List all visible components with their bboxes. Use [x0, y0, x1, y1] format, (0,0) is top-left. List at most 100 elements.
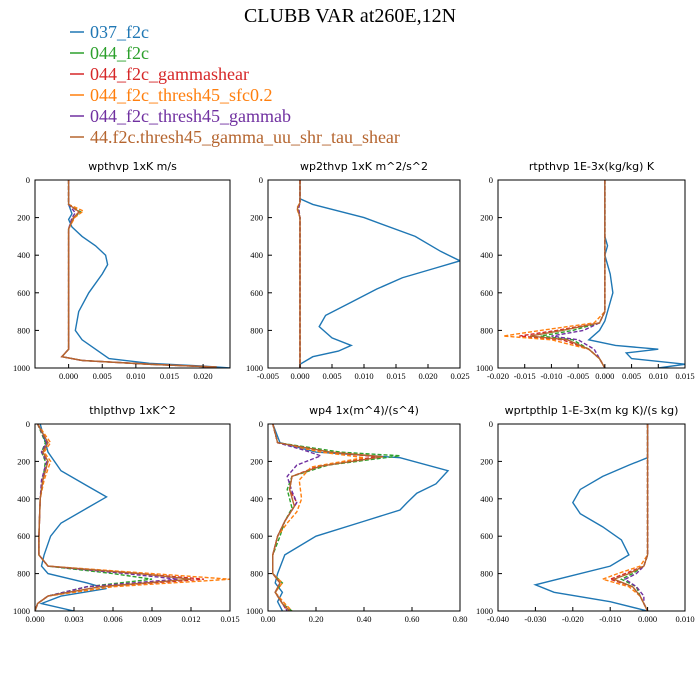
series-line [35, 424, 179, 611]
x-tick-label: 0.015 [386, 371, 405, 381]
panel-title: wp2thvp 1xK m^2/s^2 [300, 160, 428, 173]
legend-label: 044_f2c_gammashear [90, 64, 249, 84]
panel-title: wprtpthlp 1-E-3x(m kg K)/(s kg) [505, 404, 679, 417]
panel: wprtpthlp 1-E-3x(m kg K)/(s kg) 0 200 400 60… [476, 404, 695, 624]
x-tick-label: -0.010 [599, 614, 621, 624]
y-tick-label: 600 [17, 288, 30, 298]
x-tick-label: -0.020 [562, 614, 584, 624]
series-line [529, 180, 606, 368]
x-tick-label: -0.030 [524, 614, 546, 624]
y-tick-label: 0 [26, 175, 30, 185]
series-line [60, 180, 217, 368]
y-tick-label: 600 [480, 531, 493, 541]
x-tick-label: 0.003 [64, 614, 83, 624]
series-line [533, 424, 649, 611]
legend-label: 044_f2c_thresh45_gammab [90, 106, 291, 126]
y-tick-label: 1000 [246, 606, 263, 616]
y-tick-label: 800 [17, 569, 30, 579]
plot-frame [497, 423, 686, 612]
x-tick-label: 0.015 [675, 371, 694, 381]
series-line [60, 180, 217, 368]
series-line [619, 424, 649, 611]
chart-title: CLUBB VAR at260E,12N [244, 5, 456, 27]
y-tick-label: 200 [250, 456, 263, 466]
series-line [272, 424, 401, 611]
legend-item: 044_f2c_thresh45_sfc0.2 [70, 85, 272, 105]
y-tick-label: 600 [480, 288, 493, 298]
x-tick-label: -0.010 [540, 371, 562, 381]
x-tick-label: -0.015 [514, 371, 536, 381]
legend-item: 044_f2c [70, 43, 149, 63]
x-tick-label: 0.005 [322, 371, 341, 381]
plot-frame [267, 423, 461, 612]
series-line [35, 424, 192, 611]
y-tick-label: 200 [17, 213, 30, 223]
x-tick-label: 0.025 [450, 371, 469, 381]
x-tick-label: -0.040 [487, 614, 509, 624]
y-tick-label: 200 [480, 213, 493, 223]
series-line [272, 424, 450, 611]
y-tick-label: 200 [250, 213, 263, 223]
y-tick-label: 1000 [13, 606, 30, 616]
y-tick-label: 400 [250, 250, 263, 260]
panel-series [272, 424, 450, 611]
y-tick-label: 800 [17, 325, 30, 335]
y-tick-label: 600 [17, 531, 30, 541]
y-tick-label: 0 [489, 419, 493, 429]
x-tick-label: 0.000 [59, 371, 78, 381]
x-tick-label: 0.020 [194, 371, 213, 381]
panel: rtpthvp 1E-3x(kg/kg) K 0 200 400 600 800 1000 -… [476, 160, 695, 381]
plot-frame [497, 179, 686, 369]
legend-item: 044_f2c_gammashear [70, 64, 249, 84]
y-tick-label: 400 [480, 494, 493, 504]
y-tick-label: 1000 [476, 363, 493, 373]
y-tick-label: 400 [250, 494, 263, 504]
panel-title: thlpthvp 1xK^2 [89, 404, 176, 417]
panel-title: wpthvp 1xK m/s [88, 160, 177, 173]
x-tick-label: 0.012 [181, 614, 200, 624]
series-line [540, 180, 606, 368]
x-tick-label: 0.80 [453, 614, 468, 624]
x-tick-label: 0.010 [354, 371, 373, 381]
y-tick-label: 800 [250, 569, 263, 579]
panel-series [533, 424, 649, 611]
panel-series [35, 424, 230, 611]
plot-frame [34, 179, 231, 369]
plot-frame [34, 423, 231, 612]
series-line [39, 424, 108, 611]
legend-label: 037_f2c [90, 22, 149, 42]
x-tick-label: -0.005 [567, 371, 589, 381]
panel: wp2thvp 1xK m^2/s^2 0 200 400 600 800 1000-0.0… [246, 160, 470, 381]
panel-title: rtpthvp 1E-3x(kg/kg) K [529, 160, 655, 173]
legend-label: 044_f2c_thresh45_sfc0.2 [90, 85, 272, 105]
legend-label: 044_f2c [90, 43, 149, 63]
y-tick-label: 600 [250, 288, 263, 298]
legend: 037_f2c044_f2c044_f2c_gammashear044_f2c_… [70, 22, 400, 147]
y-tick-label: 0 [489, 175, 493, 185]
series-line [272, 424, 365, 611]
panel-series [60, 180, 230, 368]
series-line [67, 180, 230, 368]
y-tick-label: 1000 [476, 606, 493, 616]
legend-item: 44.f2c.thresh45_gamma_uu_shr_tau_shear [70, 127, 400, 147]
y-tick-label: 200 [17, 456, 30, 466]
y-tick-label: 800 [480, 325, 493, 335]
y-tick-label: 0 [259, 175, 263, 185]
series-line [60, 180, 217, 368]
panel-series [296, 180, 460, 368]
series-line [612, 424, 649, 611]
x-tick-label: 0.40 [357, 614, 372, 624]
series-line [296, 180, 301, 368]
series-line [299, 180, 460, 368]
y-tick-label: 600 [250, 531, 263, 541]
panel-series [503, 180, 685, 368]
x-tick-label: 0.000 [25, 614, 44, 624]
y-tick-label: 200 [480, 456, 493, 466]
y-tick-label: 400 [480, 250, 493, 260]
x-tick-label: 0.60 [405, 614, 420, 624]
x-tick-label: 0.010 [675, 614, 694, 624]
